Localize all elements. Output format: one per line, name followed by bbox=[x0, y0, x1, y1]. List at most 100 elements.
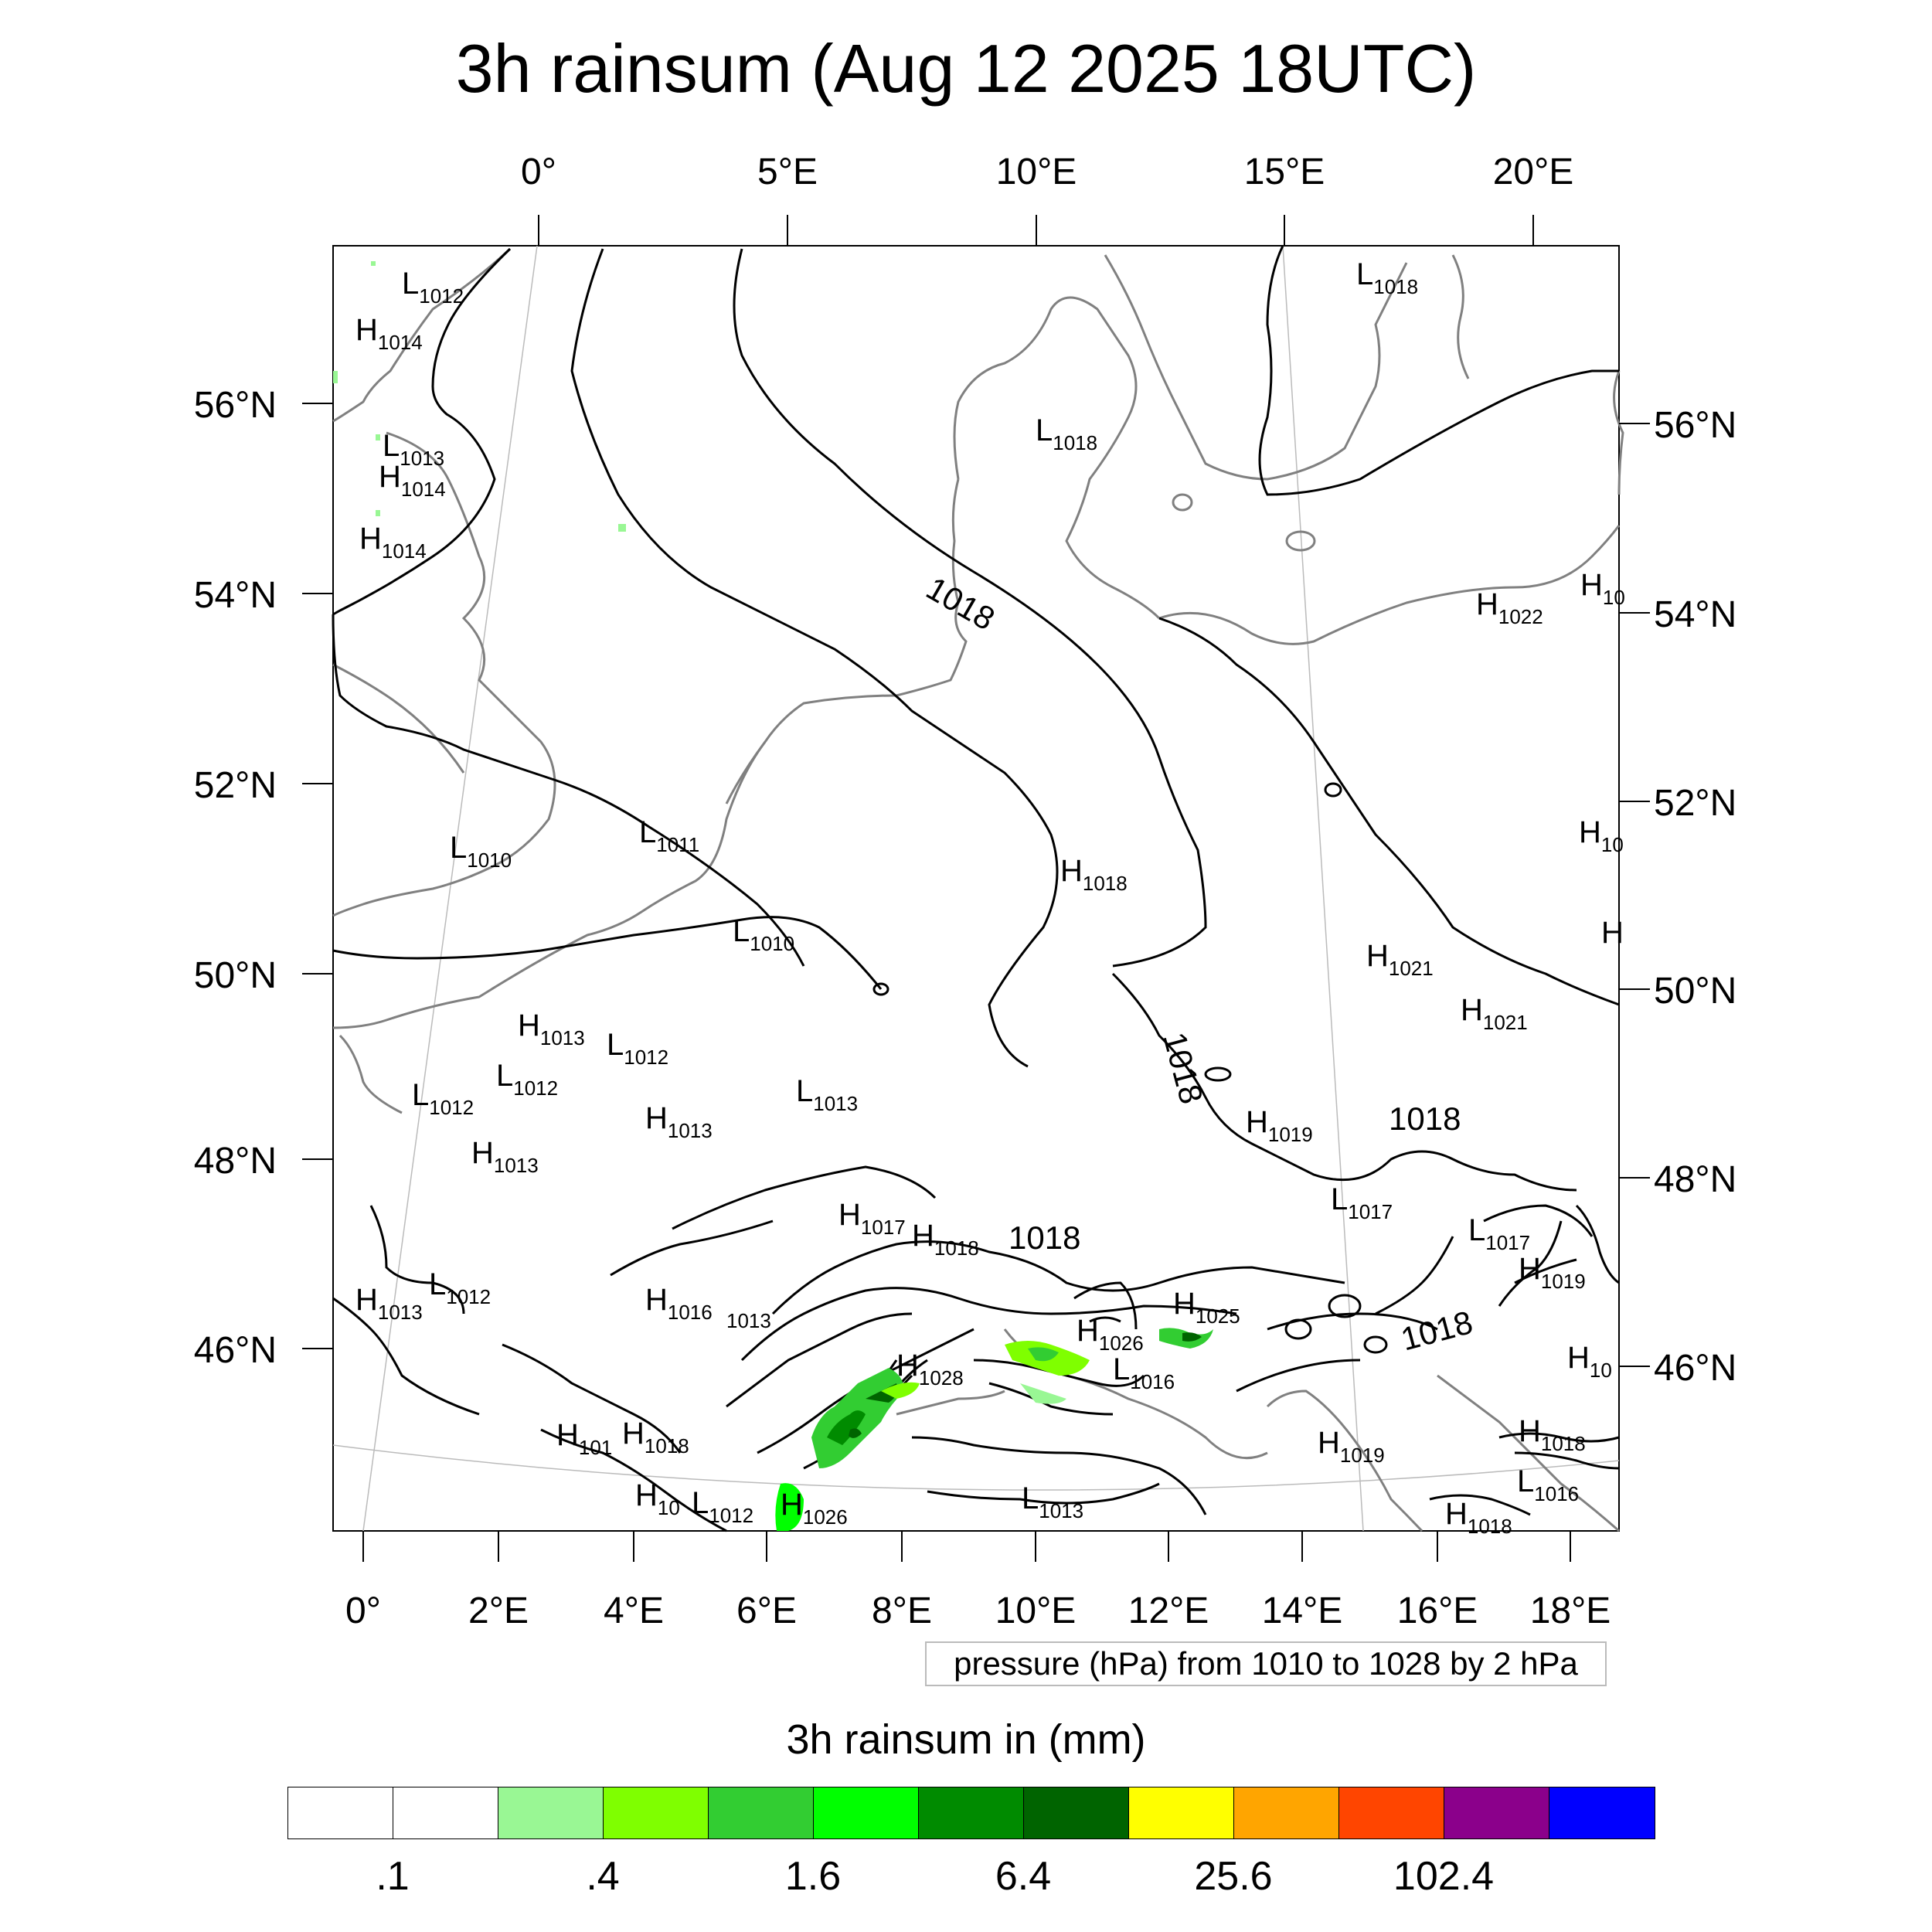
colorbar-tick-label: 1.6 bbox=[784, 1854, 842, 1899]
colorbar-box bbox=[709, 1787, 814, 1838]
high-pressure-marker: H1021 bbox=[1461, 993, 1528, 1034]
high-pressure-marker: H10 bbox=[635, 1478, 680, 1519]
right-lat-labels: 56°N 54°N 52°N 50°N 48°N 46°N bbox=[1654, 405, 1736, 1389]
high-pressure-marker: H10 bbox=[1579, 815, 1624, 856]
colorbar-tick-label: .4 bbox=[586, 1854, 620, 1899]
low-pressure-marker: L1013 bbox=[796, 1074, 858, 1115]
high-pressure-marker: H1018 bbox=[1519, 1414, 1586, 1455]
tick-label: 52°N bbox=[194, 765, 277, 806]
top-lon-labels: 0° 5°E 10°E 15°E 20°E bbox=[521, 151, 1573, 192]
tick-label: 46°N bbox=[194, 1330, 277, 1371]
high-pressure-marker: H1016 bbox=[645, 1283, 713, 1324]
bottom-lon-labels: 0° 2°E 4°E 6°E 8°E 10°E 12°E 14°E 16°E 1… bbox=[345, 1590, 1611, 1631]
tick-label: 54°N bbox=[194, 575, 277, 616]
low-pressure-marker: L1010 bbox=[733, 914, 794, 955]
high-pressure-marker: H1026 bbox=[781, 1488, 848, 1529]
high-pressure-marker: H1026 bbox=[1077, 1314, 1144, 1355]
tick-label: 2°E bbox=[468, 1590, 529, 1631]
tick-label: 46°N bbox=[1654, 1348, 1736, 1389]
map-title: 3h rainsum (Aug 12 2025 18UTC) bbox=[455, 30, 1477, 107]
high-pressure-marker: H bbox=[1601, 916, 1624, 950]
tick-label: 8°E bbox=[872, 1590, 932, 1631]
pressure-contours bbox=[332, 245, 1620, 1532]
coastlines bbox=[332, 247, 1624, 1532]
tick-label: 56°N bbox=[194, 385, 277, 426]
high-pressure-marker: H1018 bbox=[912, 1219, 979, 1260]
tick-label: 56°N bbox=[1654, 405, 1736, 446]
contour-label: 1018 bbox=[1009, 1219, 1080, 1256]
low-pressure-marker: L1013 bbox=[383, 429, 444, 470]
high-pressure-marker: H1028 bbox=[896, 1349, 964, 1389]
high-pressure-marker: H1014 bbox=[355, 313, 423, 354]
precipitation-shading bbox=[333, 261, 1213, 1531]
contour-label: 1013 bbox=[726, 1309, 771, 1332]
low-pressure-marker: L1017 bbox=[1331, 1182, 1393, 1223]
colorbar-box bbox=[1444, 1787, 1549, 1838]
high-pressure-marker: H1013 bbox=[471, 1136, 539, 1177]
low-pressure-marker: L1016 bbox=[1113, 1352, 1175, 1393]
tick-label: 54°N bbox=[1654, 594, 1736, 635]
low-pressure-marker: L1012 bbox=[607, 1028, 668, 1069]
high-pressure-marker: H1019 bbox=[1318, 1426, 1385, 1467]
high-pressure-marker: H1014 bbox=[359, 522, 427, 563]
low-pressure-marker: L1010 bbox=[450, 831, 512, 872]
low-pressure-marker: L1016 bbox=[1517, 1464, 1579, 1505]
colorbar-box bbox=[919, 1787, 1024, 1838]
pressure-system-markers: L1012H1014L1013H1014H1014L1018L1018H1022… bbox=[355, 257, 1625, 1538]
legend-title: 3h rainsum in (mm) bbox=[786, 1716, 1146, 1763]
tick-label: 12°E bbox=[1128, 1590, 1209, 1631]
colorbar-box bbox=[393, 1787, 498, 1838]
colorbar-box bbox=[604, 1787, 709, 1838]
tick-label: 6°E bbox=[736, 1590, 797, 1631]
colorbar bbox=[287, 1787, 1655, 1839]
tick-label: 18°E bbox=[1530, 1590, 1611, 1631]
tick-label: 5°E bbox=[757, 151, 818, 192]
tick-label: 10°E bbox=[996, 151, 1077, 192]
high-pressure-marker: H1021 bbox=[1366, 939, 1434, 980]
high-pressure-marker: H1018 bbox=[1445, 1497, 1512, 1538]
high-pressure-marker: H1013 bbox=[355, 1283, 423, 1324]
low-pressure-marker: L1011 bbox=[639, 815, 699, 856]
low-pressure-marker: L1018 bbox=[1356, 257, 1418, 298]
low-pressure-marker: L1012 bbox=[496, 1059, 558, 1100]
tick-label: 50°N bbox=[1654, 971, 1736, 1012]
tick-label: 0° bbox=[521, 151, 556, 192]
high-pressure-marker: H1013 bbox=[518, 1009, 585, 1049]
left-lat-labels: 56°N 54°N 52°N 50°N 48°N 46°N bbox=[194, 385, 277, 1371]
tick-label: 16°E bbox=[1397, 1590, 1478, 1631]
high-pressure-marker: H1022 bbox=[1476, 587, 1543, 628]
tick-label: 4°E bbox=[604, 1590, 664, 1631]
high-pressure-marker: H101 bbox=[556, 1418, 612, 1459]
colorbar-box bbox=[1024, 1787, 1129, 1838]
low-pressure-marker: L1013 bbox=[1022, 1481, 1083, 1522]
high-pressure-marker: H1019 bbox=[1519, 1252, 1586, 1293]
colorbar-box bbox=[1549, 1787, 1655, 1838]
tick-label: 14°E bbox=[1262, 1590, 1343, 1631]
map-frame bbox=[332, 245, 1620, 1532]
high-pressure-marker: H1013 bbox=[645, 1101, 713, 1142]
tick-label: 48°N bbox=[194, 1141, 277, 1182]
colorbar-tick-label: 102.4 bbox=[1393, 1854, 1495, 1899]
colorbar-tick-label: .1 bbox=[376, 1854, 410, 1899]
tick-label: 10°E bbox=[995, 1590, 1077, 1631]
colorbar-tick-label: 6.4 bbox=[995, 1854, 1052, 1899]
colorbar-box bbox=[1129, 1787, 1234, 1838]
colorbar-box bbox=[1234, 1787, 1339, 1838]
tick-label: 52°N bbox=[1654, 783, 1736, 824]
high-pressure-marker: H1017 bbox=[838, 1198, 906, 1239]
contour-label: 1018 bbox=[1389, 1100, 1461, 1137]
low-pressure-marker: L1012 bbox=[402, 267, 464, 308]
colorbar-box bbox=[1339, 1787, 1444, 1838]
colorbar-tick-label: 25.6 bbox=[1194, 1854, 1273, 1899]
low-pressure-marker: L1012 bbox=[412, 1078, 474, 1119]
pressure-contour-note: pressure (hPa) from 1010 to 1028 by 2 hP… bbox=[925, 1641, 1607, 1686]
colorbar-box bbox=[288, 1787, 393, 1838]
tick-label: 48°N bbox=[1654, 1159, 1736, 1200]
high-pressure-marker: H10 bbox=[1580, 568, 1625, 609]
low-pressure-marker: L1018 bbox=[1036, 413, 1097, 454]
ticks bbox=[302, 215, 1650, 1562]
tick-label: 15°E bbox=[1244, 151, 1325, 192]
low-pressure-marker: L1012 bbox=[692, 1486, 753, 1527]
tick-label: 50°N bbox=[194, 955, 277, 996]
